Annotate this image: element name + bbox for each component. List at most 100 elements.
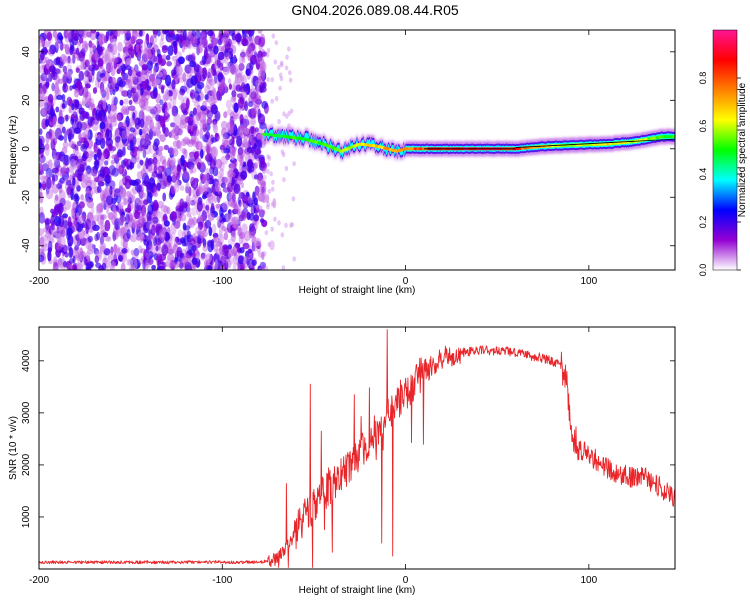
noise-speck bbox=[91, 66, 95, 76]
noise-speck bbox=[292, 256, 297, 262]
noise-speck bbox=[232, 91, 237, 102]
noise-speck bbox=[221, 36, 229, 45]
noise-speck bbox=[159, 99, 164, 106]
noise-speck bbox=[232, 262, 237, 270]
noise-speck bbox=[250, 118, 257, 126]
noise-speck bbox=[247, 197, 254, 208]
noise-speck bbox=[154, 78, 161, 85]
noise-speck bbox=[227, 63, 231, 74]
noise-speck bbox=[40, 73, 48, 82]
noise-speck bbox=[124, 178, 131, 190]
noise-speck bbox=[66, 186, 72, 196]
noise-speck bbox=[145, 235, 153, 241]
noise-speck bbox=[129, 139, 134, 152]
noise-speck bbox=[120, 262, 126, 270]
noise-speck bbox=[180, 154, 185, 167]
noise-speck bbox=[95, 177, 100, 183]
noise-speck bbox=[200, 105, 207, 111]
noise-speck bbox=[129, 162, 135, 169]
noise-speck bbox=[236, 93, 243, 99]
noise-speck bbox=[163, 144, 169, 151]
noise-speck bbox=[110, 38, 117, 47]
noise-speck bbox=[270, 201, 275, 207]
noise-speck bbox=[172, 147, 179, 157]
noise-speck bbox=[81, 30, 86, 37]
snr-panel: -200 -100 0 100 1000 2000 3000 4000 Height of … bbox=[8, 326, 676, 596]
noise-speck bbox=[121, 90, 129, 97]
noise-speck bbox=[198, 66, 203, 75]
noise-speck bbox=[214, 259, 219, 270]
noise-speck bbox=[237, 227, 243, 237]
noise-speck bbox=[277, 220, 281, 226]
noise-speck bbox=[172, 95, 177, 107]
noise-speck bbox=[205, 154, 211, 162]
noise-speck bbox=[80, 60, 86, 70]
noise-speck bbox=[95, 136, 102, 146]
noise-speck bbox=[142, 149, 147, 159]
noise-speck bbox=[71, 51, 76, 58]
noise-speck bbox=[128, 264, 136, 270]
noise-speck bbox=[72, 177, 76, 186]
noise-speck bbox=[109, 106, 117, 116]
noise-speck bbox=[189, 68, 194, 74]
noise-speck bbox=[129, 234, 138, 243]
noise-speck bbox=[157, 121, 161, 130]
noise-speck bbox=[237, 97, 244, 109]
noise-speck bbox=[54, 127, 63, 140]
noise-speck bbox=[197, 111, 202, 119]
noise-speck bbox=[91, 188, 96, 195]
noise-speck bbox=[44, 81, 50, 88]
noise-speck bbox=[161, 45, 168, 54]
noise-speck bbox=[41, 180, 47, 191]
noise-speck bbox=[66, 58, 74, 64]
noise-speck bbox=[92, 224, 100, 231]
noise-speck bbox=[206, 204, 210, 214]
noise-speck bbox=[78, 70, 85, 81]
noise-speck bbox=[141, 104, 146, 111]
noise-speck bbox=[190, 75, 198, 86]
noise-speck bbox=[166, 175, 173, 183]
noise-speck bbox=[198, 185, 202, 196]
noise-speck bbox=[205, 253, 212, 263]
noise-speck bbox=[48, 136, 54, 142]
noise-speck bbox=[55, 106, 60, 113]
noise-speck bbox=[178, 205, 184, 212]
noise-speck bbox=[207, 30, 214, 37]
noise-speck bbox=[156, 211, 164, 219]
noise-speck bbox=[150, 90, 158, 99]
noise-speck bbox=[278, 72, 283, 78]
noise-speck bbox=[63, 227, 67, 237]
noise-speck bbox=[165, 257, 173, 268]
noise-speck bbox=[182, 170, 190, 180]
noise-speck bbox=[78, 50, 85, 62]
noise-speck bbox=[187, 43, 192, 50]
noise-speck bbox=[167, 45, 174, 56]
noise-speck bbox=[146, 215, 152, 226]
noise-speck bbox=[60, 154, 65, 162]
noise-speck bbox=[91, 119, 99, 132]
noise-speck bbox=[143, 39, 148, 51]
noise-speck bbox=[289, 108, 294, 114]
noise-speck bbox=[258, 156, 266, 163]
noise-speck bbox=[100, 96, 107, 103]
noise-speck bbox=[39, 248, 45, 255]
noise-speck bbox=[81, 96, 88, 105]
noise-speck bbox=[260, 218, 265, 224]
noise-speck bbox=[230, 56, 238, 64]
noise-speck bbox=[170, 260, 174, 269]
noise-speck bbox=[109, 76, 117, 87]
noise-speck bbox=[39, 254, 45, 263]
noise-speck bbox=[230, 171, 236, 178]
noise-speck bbox=[225, 99, 233, 110]
noise-speck bbox=[84, 170, 88, 183]
spectrogram-x-tick-label: -200 bbox=[29, 276, 49, 287]
noise-speck bbox=[99, 33, 107, 45]
noise-speck bbox=[143, 212, 147, 223]
noise-speck bbox=[270, 77, 275, 83]
noise-speck bbox=[192, 125, 197, 137]
noise-speck bbox=[205, 173, 210, 186]
noise-speck bbox=[177, 56, 185, 65]
noise-speck bbox=[237, 196, 241, 205]
noise-speck bbox=[141, 134, 150, 147]
noise-speck bbox=[202, 100, 208, 109]
